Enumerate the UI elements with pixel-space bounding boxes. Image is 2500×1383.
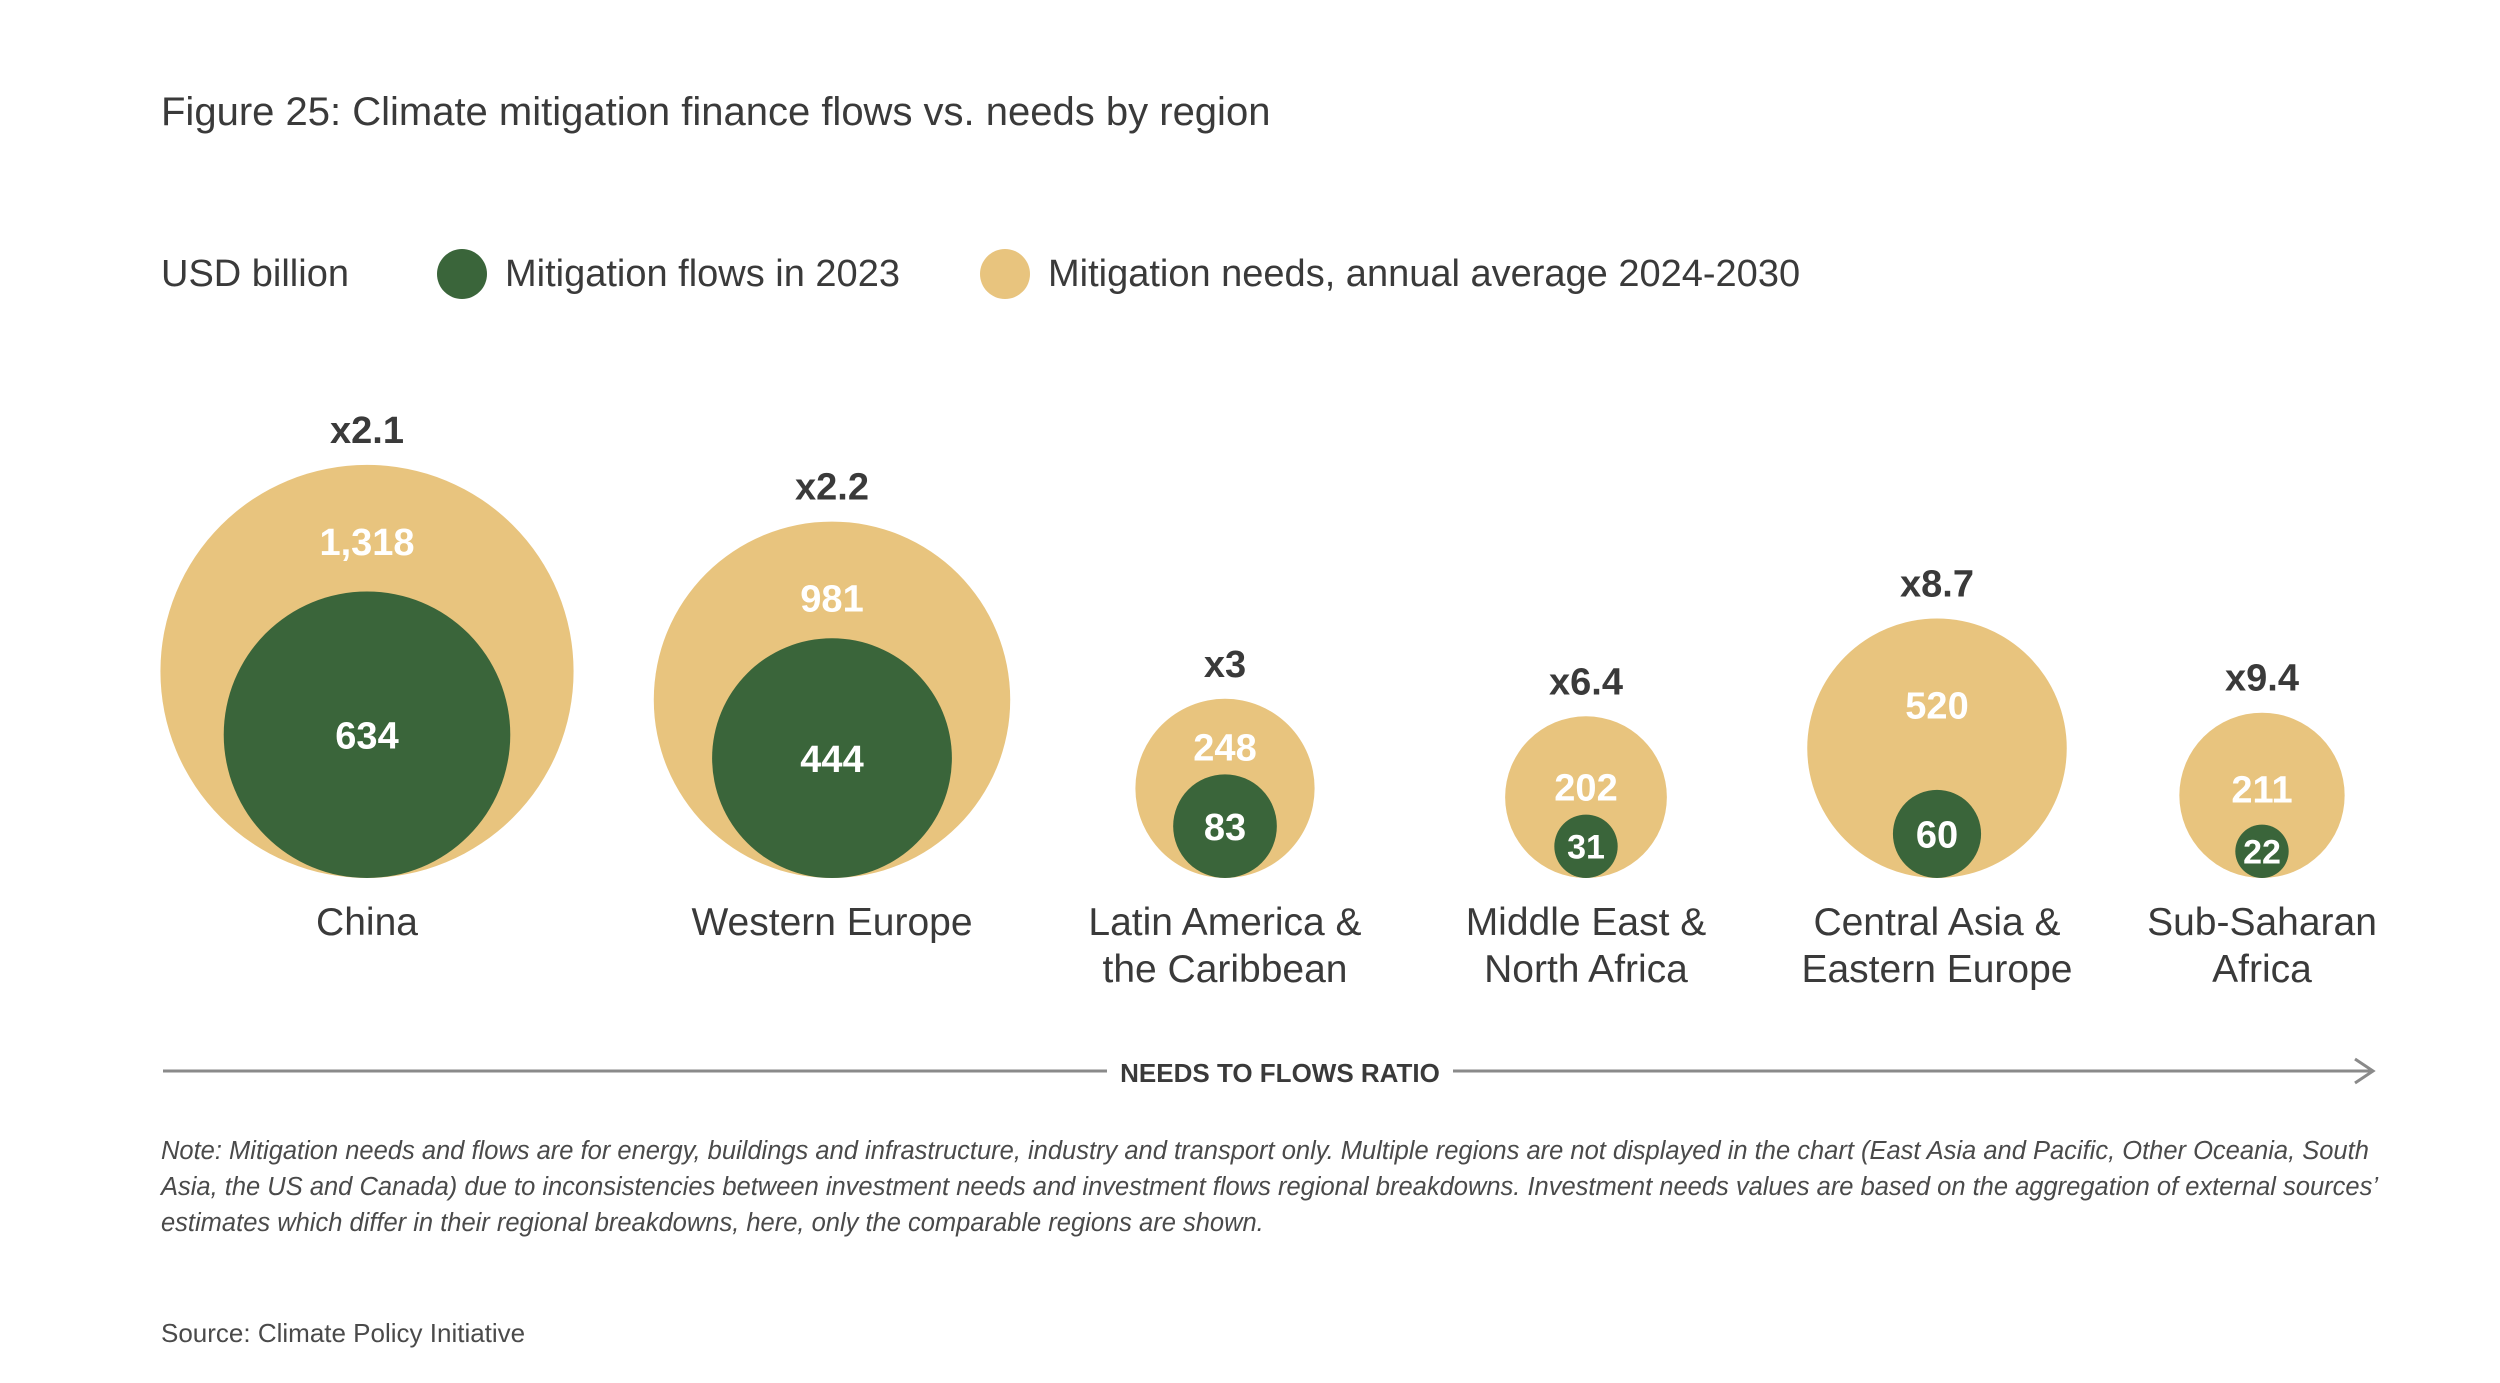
- flows-value-label: 22: [2243, 834, 2281, 872]
- needs-bubble: [1505, 716, 1667, 878]
- flows-value-label: 444: [800, 739, 863, 781]
- region-label: Latin America &: [1088, 901, 1361, 944]
- legend-label-flows: Mitigation flows in 2023: [504, 252, 900, 295]
- needs-bubble: [2179, 712, 2345, 878]
- chart-note: Note: Mitigation needs and flows are for…: [161, 1137, 2377, 1237]
- needs-value-label: 1,318: [319, 522, 414, 564]
- legend-swatch-needs: [979, 249, 1030, 299]
- flows-bubble: [1892, 789, 1982, 879]
- region-label: Western Europe: [691, 901, 972, 944]
- ratio-label: x3: [1204, 644, 1246, 686]
- needs-value-label: 202: [1554, 768, 1617, 810]
- chart-source: Source: Climate Policy Initiative: [161, 1318, 526, 1348]
- region-label: North Africa: [1484, 948, 1688, 991]
- region-label: Central Asia &: [1813, 901, 2060, 944]
- needs-bubble: [1807, 618, 2067, 878]
- ratio-label: x9.4: [2225, 658, 2299, 700]
- flows-bubble: [712, 638, 952, 878]
- region-label: the Caribbean: [1102, 948, 1347, 991]
- axis-label: NEEDS TO FLOWS RATIO: [1120, 1058, 1440, 1088]
- legend-item-flows: Mitigation flows in 2023: [436, 249, 900, 299]
- chart-legend: USD billion Mitigation flows in 2023 Mit…: [161, 244, 1880, 304]
- needs-value-label: 248: [1193, 727, 1256, 769]
- flows-bubble: [223, 591, 511, 878]
- region-label: Africa: [2212, 948, 2312, 991]
- legend-label-needs: Mitigation needs, annual average 2024-20…: [1047, 252, 1801, 295]
- needs-value-label: 981: [800, 579, 863, 621]
- flows-bubble: [1173, 774, 1277, 878]
- ratio-label: x2.1: [330, 410, 404, 452]
- ratio-label: x8.7: [1900, 563, 1974, 605]
- flows-value-label: 634: [335, 715, 398, 757]
- flows-bubble: [1554, 814, 1618, 878]
- flows-value-label: 60: [1916, 815, 1958, 857]
- region-label: China: [316, 901, 418, 944]
- axis-arrow-head: [2354, 1057, 2376, 1085]
- ratio-label: x6.4: [1549, 661, 1623, 703]
- needs-value-label: 520: [1905, 685, 1968, 727]
- ratio-label: x2.2: [795, 467, 869, 509]
- chart-title: Figure 25: Climate mitigation finance fl…: [161, 90, 1271, 134]
- region-label: Middle East &: [1466, 901, 1707, 944]
- flows-value-label: 31: [1567, 829, 1605, 867]
- unit-label: USD billion: [161, 252, 349, 295]
- region-label: Sub-Saharan: [2147, 901, 2377, 944]
- legend-swatch-flows: [436, 249, 487, 299]
- region-label: Eastern Europe: [1801, 948, 2072, 991]
- needs-value-label: 211: [2231, 770, 2292, 812]
- legend-item-needs: Mitigation needs, annual average 2024-20…: [979, 249, 1801, 299]
- flows-bubble: [2235, 824, 2289, 878]
- flows-value-label: 83: [1204, 807, 1246, 849]
